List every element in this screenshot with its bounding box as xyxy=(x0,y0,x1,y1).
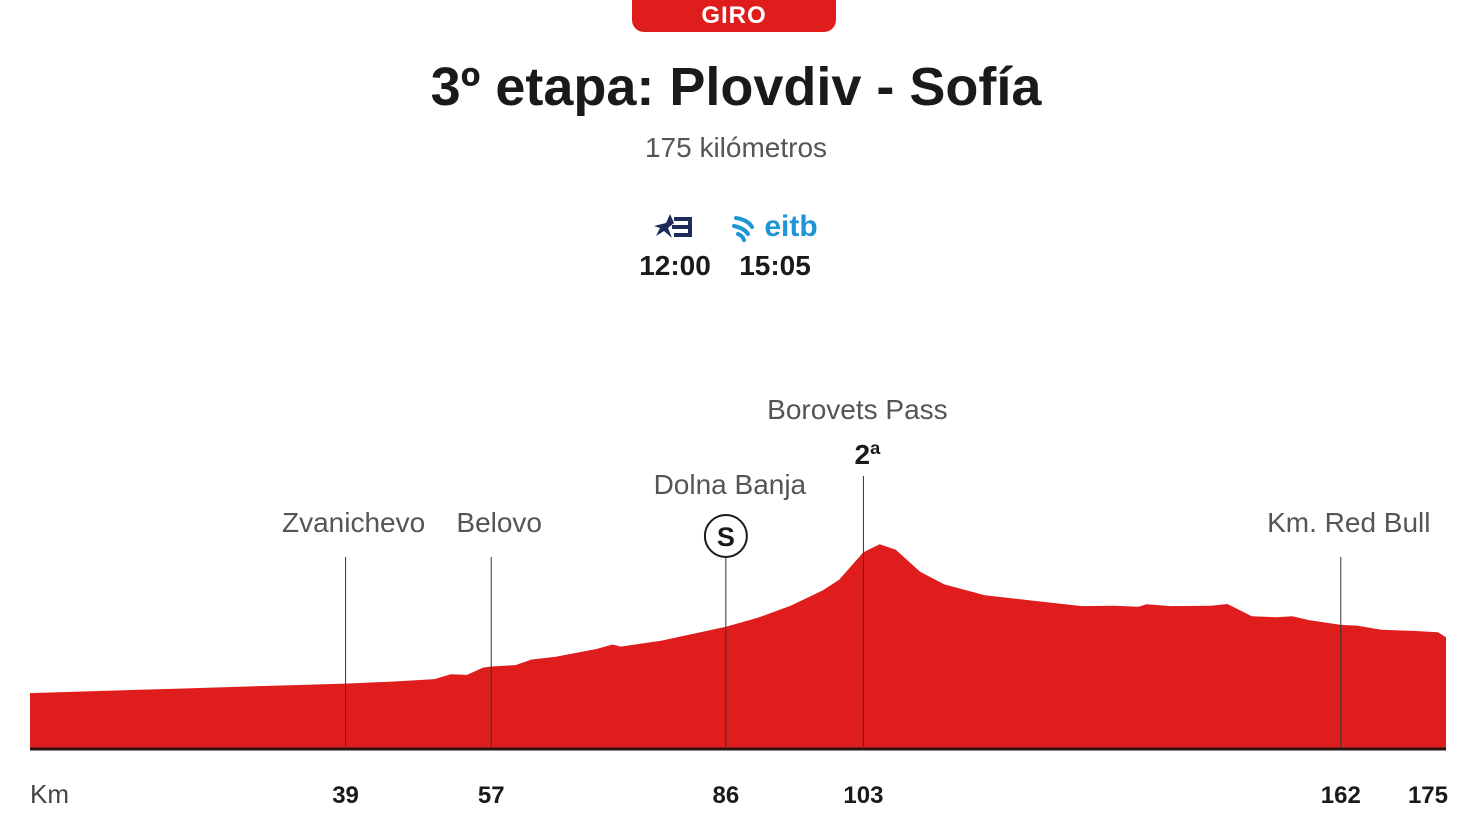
x-axis-label: Km xyxy=(30,779,69,809)
eitb-logo-icon: eitb xyxy=(720,208,830,246)
place-name-label: Zvanichevo xyxy=(282,507,425,538)
broadcast-time: 12:00 xyxy=(639,250,711,281)
stage-distance: 175 kilómetros xyxy=(644,132,828,163)
broadcaster-teledeporte: 12:00 xyxy=(620,208,730,282)
broadcaster-eitb: eitb 15:05 xyxy=(720,208,830,282)
x-tick-label: 86 xyxy=(713,782,740,809)
teledeporte-star-logo-icon xyxy=(620,208,730,246)
place-name-label: Belovo xyxy=(456,507,542,538)
place-name-label: Km. Red Bull xyxy=(1267,507,1430,538)
x-tick-label: 103 xyxy=(843,782,883,809)
sprint-marker-icon: S xyxy=(703,514,748,558)
race-badge: GIRO xyxy=(632,0,836,32)
x-tick-label: 57 xyxy=(478,782,505,809)
stage-title: 3º etapa: Plovdiv - Sofía xyxy=(430,57,1042,117)
eitb-logo-text: eitb xyxy=(764,210,818,243)
x-tick-label: 162 xyxy=(1321,782,1361,809)
x-tick-label: 175 xyxy=(1408,782,1448,809)
place-name-label: Borovets Pass xyxy=(767,394,948,425)
climb-category-label: 2ª xyxy=(854,439,881,470)
sprint-marker-label: S xyxy=(717,522,735,552)
place-name-label: Dolna Banja xyxy=(654,469,807,500)
broadcast-time: 15:05 xyxy=(739,250,811,281)
elevation-area xyxy=(30,544,1446,749)
x-tick-label: 39 xyxy=(332,782,359,809)
